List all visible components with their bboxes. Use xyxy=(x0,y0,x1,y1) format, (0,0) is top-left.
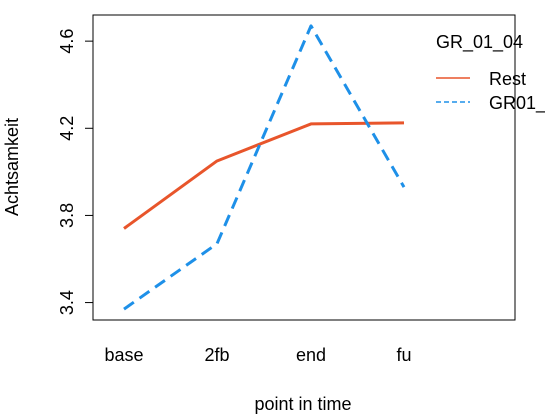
legend-label-gr01: GR01_ xyxy=(489,93,545,114)
y-tick-label: 4.2 xyxy=(57,116,77,141)
legend: GR_01_04 Rest GR01_ xyxy=(436,32,545,114)
series-line-rest xyxy=(123,121,405,230)
y-axis-title: Achtsamkeit xyxy=(2,118,22,216)
series-layer xyxy=(123,24,406,311)
x-tick-label: base xyxy=(104,345,143,365)
legend-label-rest: Rest xyxy=(489,69,526,89)
series-line-gr01 xyxy=(123,24,406,311)
plot-frame xyxy=(92,14,516,321)
x-axis: base 2fb end fu xyxy=(104,345,411,365)
x-axis-title: point in time xyxy=(254,394,351,414)
x-tick-label: fu xyxy=(396,345,411,365)
legend-title: GR_01_04 xyxy=(436,32,523,53)
y-axis: 3.4 3.8 4.2 4.6 xyxy=(57,29,93,315)
y-tick-label: 3.4 xyxy=(57,290,77,315)
x-tick-label: 2fb xyxy=(204,345,229,365)
x-tick-label: end xyxy=(296,345,326,365)
y-tick-label: 4.6 xyxy=(57,29,77,54)
y-tick-label: 3.8 xyxy=(57,203,77,228)
